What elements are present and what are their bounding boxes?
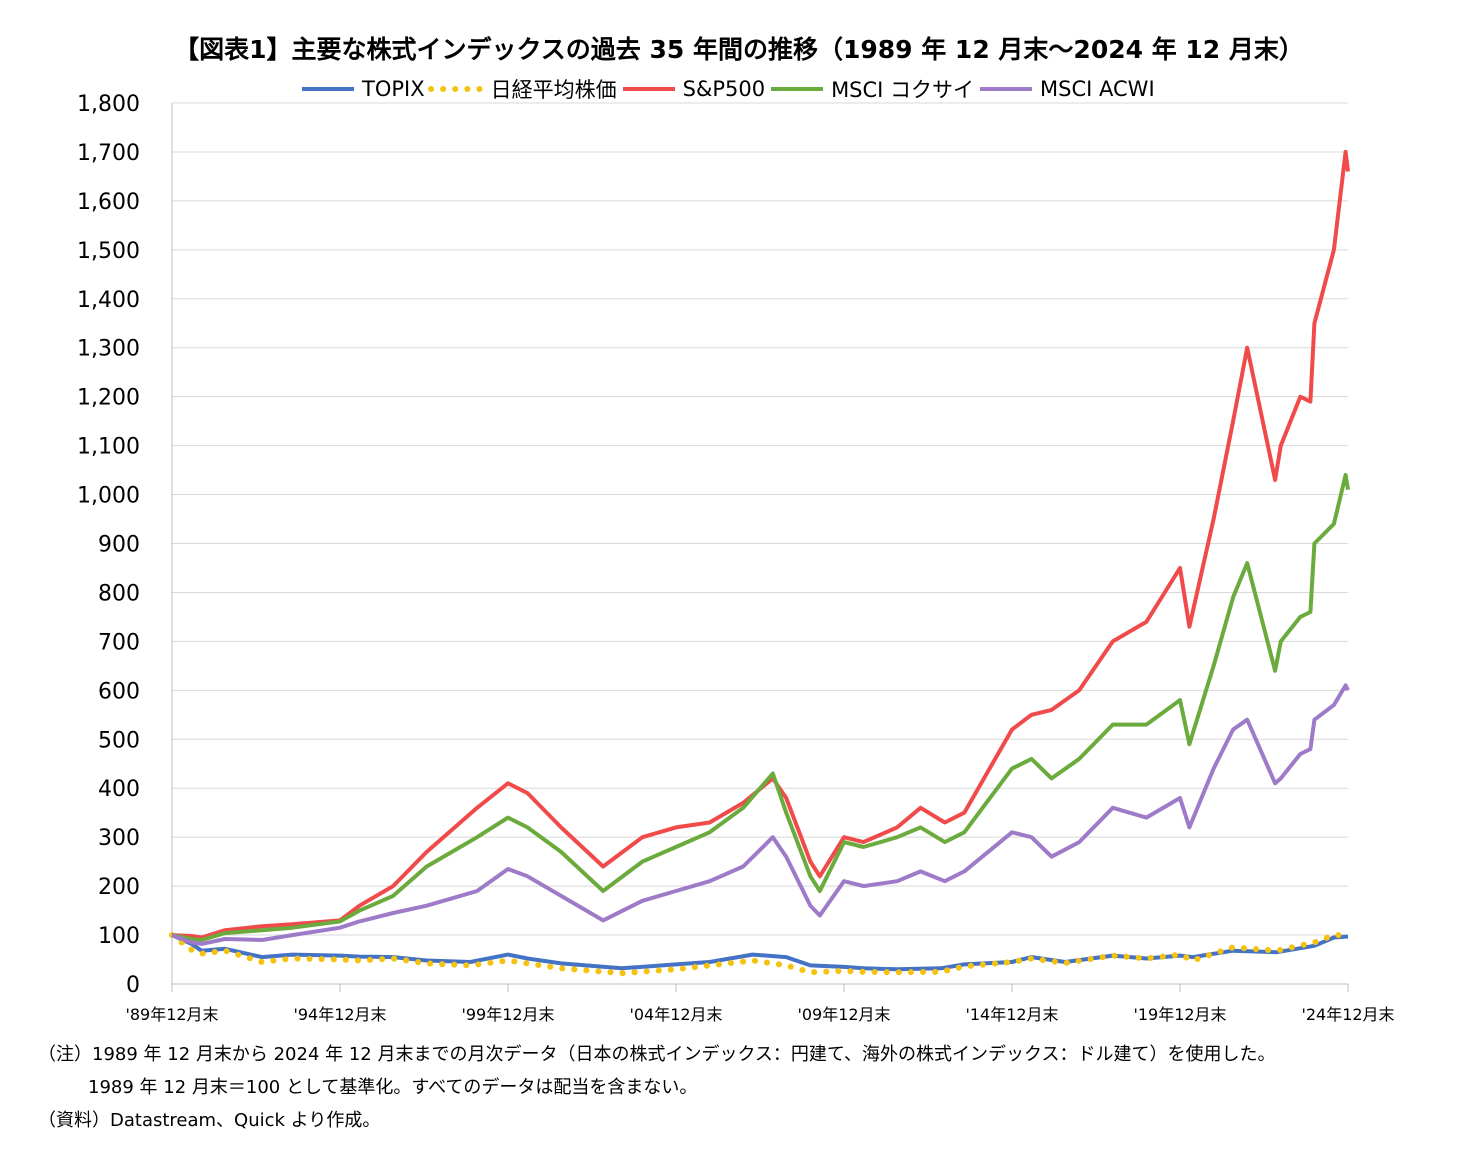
legend-swatch (302, 87, 354, 91)
y-tick-label: 1,000 (77, 484, 140, 509)
y-tick-label: 1,200 (77, 386, 140, 411)
x-axis-tick-labels: '89年12月末 '94年12月末 '99年12月末 '04年12月末 '09年12月末… (125, 984, 1395, 1024)
series-lines (169, 149, 1351, 977)
legend-label: S&P500 (682, 77, 766, 101)
y-axis-tick-labels: 0 100 200 300 400 500 600 700 800 900 1,000 1,100 1,… (77, 92, 140, 998)
y-tick-label: 1,600 (77, 190, 140, 215)
note-line-1: （注）1989 年 12 月末から 2024 年 12 月末までの月次データ（日… (38, 1044, 1276, 1065)
legend-label: MSCI ACWI (1040, 77, 1155, 101)
x-tick-label: '99年12月末 (461, 1005, 554, 1024)
x-tick-label: '04年12月末 (629, 1005, 722, 1024)
y-tick-label: 800 (98, 581, 140, 606)
y-tick-label: 1,700 (77, 141, 140, 166)
y-tick-label: 100 (98, 924, 140, 949)
y-tick-label: 0 (126, 973, 140, 998)
legend-swatch (980, 87, 1033, 91)
y-tick-label: 400 (98, 777, 140, 802)
legend-item: MSCI ACWI (976, 77, 1155, 101)
x-tick-label: '94年12月末 (293, 1005, 386, 1024)
x-tick-label: '09年12月末 (797, 1005, 890, 1024)
notes: （注）1989 年 12 月末から 2024 年 12 月末までの月次データ（日… (38, 1038, 1276, 1137)
y-tick-label: 1,800 (77, 92, 140, 117)
y-tick-label: 500 (98, 728, 140, 753)
series-line-4 (171, 683, 1350, 946)
legend-item: 日経平均株価 (427, 74, 617, 104)
series-line-3 (171, 473, 1350, 942)
legend-swatch (427, 86, 486, 92)
legend: TOPIX 日経平均株価 S&P500 MSCI コクサイ MSCI ACWI (298, 76, 1157, 102)
axes (171, 103, 1348, 985)
x-tick-label: '24年12月末 (1301, 1005, 1394, 1024)
y-tick-label: 1,400 (77, 288, 140, 313)
x-tick-label: '19年12月末 (1133, 1005, 1226, 1024)
x-tick-label: '14年12月末 (965, 1005, 1058, 1024)
legend-label: TOPIX (362, 77, 425, 101)
source-line: （資料）Datastream、Quick より作成。 (38, 1110, 381, 1131)
series-line-0 (171, 933, 1349, 972)
y-tick-label: 600 (98, 679, 140, 704)
y-tick-label: 700 (98, 630, 140, 655)
x-tick-label: '89年12月末 (125, 1005, 218, 1024)
legend-item: MSCI コクサイ (767, 74, 974, 104)
y-tick-label: 300 (98, 826, 140, 851)
legend-swatch (622, 87, 675, 91)
note-line-2: 1989 年 12 月末＝100 として基準化。すべてのデータは配当を含まない。 (88, 1077, 698, 1098)
series-line-2 (171, 149, 1350, 940)
y-tick-label: 1,500 (77, 239, 140, 264)
legend-swatch (771, 87, 824, 91)
legend-label: 日経平均株価 (490, 78, 617, 102)
gridlines (172, 102, 1348, 936)
y-tick-label: 200 (98, 875, 140, 900)
legend-item: S&P500 (619, 77, 765, 101)
legend-item: TOPIX (298, 77, 425, 101)
legend-label: MSCI コクサイ (831, 78, 975, 102)
y-tick-label: 900 (98, 533, 140, 558)
chart-title: 【図表1】主要な株式インデックスの過去 35 年間の推移（1989 年 12 月… (174, 35, 1304, 64)
y-tick-label: 1,300 (77, 337, 140, 362)
y-tick-label: 1,100 (77, 435, 140, 460)
